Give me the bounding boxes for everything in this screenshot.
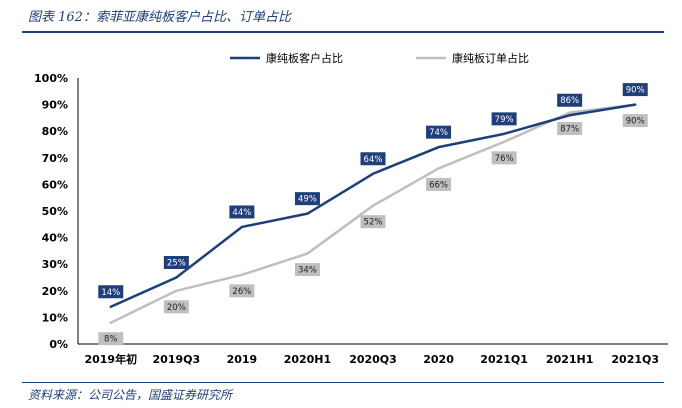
label-customer: 79% [491,112,517,126]
label-customer-text: 49% [298,195,317,205]
label-order-box [491,151,517,165]
label-order-text: 90% [626,117,645,127]
label-order-text: 8% [104,335,118,345]
figure-source: 资料来源：公司公告，国盛证券研究所 [28,388,233,402]
label-order: 52% [360,215,386,229]
label-customer-text: 86% [560,96,579,106]
label-customer-box [491,112,517,126]
label-order-text: 87% [560,125,579,135]
x-tick-label: 2021Q1 [480,353,528,366]
series-line-1 [109,103,637,324]
label-order-box [360,215,386,229]
label-order-text: 52% [364,218,383,228]
label-customer-box [163,256,189,269]
label-customer-box [294,192,320,206]
label-customer-box [622,83,648,97]
label-order: 20% [163,300,189,314]
label-order-box [557,122,583,136]
label-customer-box [229,205,255,219]
y-tick-label: 30% [42,258,68,271]
y-tick-label: 0% [49,338,68,351]
label-customer-box [98,285,124,299]
label-customer-text: 14% [101,288,120,298]
y-tick-label: 10% [42,311,68,324]
label-order-box [294,263,320,277]
label-order-box [622,114,648,128]
data-labels: 14% 25% 44% 49% 64% 74% 79% 86% 90% 8% 20% 26% 34% 52… [98,83,648,346]
label-order-text: 34% [298,266,317,276]
figure-title: 图表 162：索菲亚康纯板客户占比、订单占比 [28,10,291,25]
label-customer: 74% [426,125,452,139]
label-customer: 86% [557,93,583,107]
x-tick-label: 2019Q3 [153,353,201,366]
label-customer: 14% [98,285,124,299]
label-order-text: 20% [167,303,186,313]
label-customer-text: 90% [626,86,645,96]
x-tick-label: 2020 [423,353,454,366]
label-order: 26% [229,284,255,298]
title-rule [22,31,664,33]
label-order: 90% [622,114,648,128]
label-order-box [98,332,124,346]
y-tick-label: 100% [34,72,68,85]
label-customer: 49% [294,192,320,206]
label-order: 8% [98,332,124,346]
label-order-box [163,300,189,314]
x-tick-label: 2019 [227,353,258,366]
series-lines [109,103,637,324]
series-line-0 [109,103,637,309]
x-tick-label: 2021Q3 [611,353,659,366]
legend: 康纯板客户占比 康纯板订单占比 [230,51,529,65]
y-tick-label: 50% [42,205,68,218]
label-order-box [426,177,452,191]
label-customer: 64% [360,152,386,166]
label-order: 76% [491,151,517,165]
y-tick-label: 20% [42,285,68,298]
label-customer-box [360,152,386,166]
label-order-text: 26% [232,287,251,297]
label-order: 34% [294,263,320,277]
label-customer: 90% [622,83,648,97]
legend-label-1: 康纯板订单占比 [452,51,529,65]
x-tick-label: 2020H1 [284,353,331,366]
label-customer-box [557,93,583,107]
y-tick-label: 80% [42,125,68,138]
x-tick-label: 2020Q3 [349,353,397,366]
label-customer-text: 74% [429,128,448,138]
y-tick-label: 60% [42,178,68,191]
label-customer-text: 64% [364,155,383,165]
label-order-text: 66% [429,180,448,190]
x-tick-label: 2019年初 [84,352,137,366]
label-customer-box [426,125,452,139]
legend-label-0: 康纯板客户占比 [266,51,343,65]
label-customer-text: 44% [232,208,251,218]
axes-layer: 0% 10% 20% 30% 40% 50% 60% 70% 80% 90% 100% 2019年初 2… [34,72,668,366]
label-order: 66% [426,177,452,191]
label-order-text: 76% [495,154,514,164]
label-customer-text: 25% [167,259,186,269]
label-order-box [229,284,255,298]
y-tick-label: 90% [42,99,68,112]
label-customer: 25% [163,256,189,269]
label-order: 87% [557,122,583,136]
y-tick-label: 70% [42,152,68,165]
label-customer-text: 79% [495,115,514,125]
y-tick-label: 40% [42,232,68,245]
x-tick-label: 2021H1 [546,353,593,366]
source-rule [22,382,664,383]
label-customer: 44% [229,205,255,219]
